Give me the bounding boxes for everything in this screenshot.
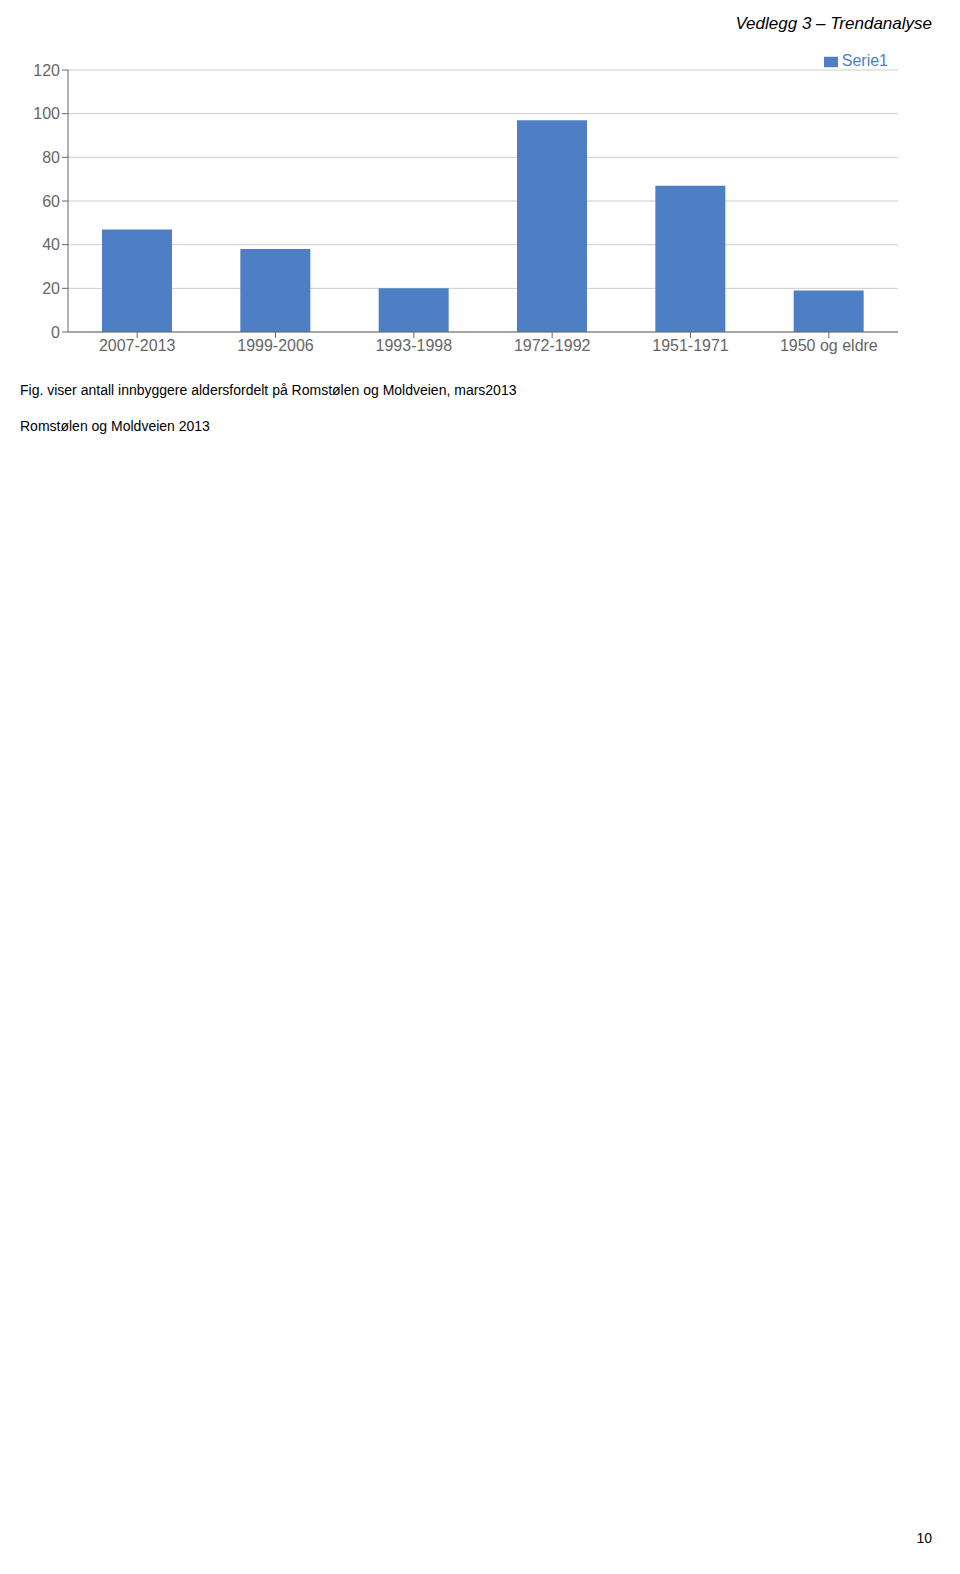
svg-text:80: 80 [42, 149, 60, 166]
svg-text:20: 20 [42, 280, 60, 297]
svg-text:100: 100 [33, 105, 60, 122]
html-text:10: 10 [916, 1530, 932, 1546]
html-text:Vedlegg 3 – Trendanalyse: Vedlegg 3 – Trendanalyse [735, 14, 932, 33]
svg-text:2007-2013: 2007-2013 [99, 337, 176, 354]
svg-text:120: 120 [33, 62, 60, 79]
html-text:Fig. viser antall innbyggere a: Fig. viser antall innbyggere aldersforde… [20, 382, 517, 398]
svg-text:1950 og eldre: 1950 og eldre [780, 337, 878, 354]
svg-text:0: 0 [51, 324, 60, 341]
svg-text:60: 60 [42, 193, 60, 210]
svg-text:1951-1971: 1951-1971 [652, 337, 729, 354]
svg-text:40: 40 [42, 236, 60, 253]
html-text:Serie1: Serie1 [841, 52, 888, 69]
svg-text:1999-2006: 1999-2006 [237, 337, 314, 354]
html-text:Romstølen og Moldveien 2013: Romstølen og Moldveien 2013 [20, 418, 210, 434]
svg-text:1993-1998: 1993-1998 [376, 337, 453, 354]
svg-text:1972-1992: 1972-1992 [514, 337, 591, 354]
